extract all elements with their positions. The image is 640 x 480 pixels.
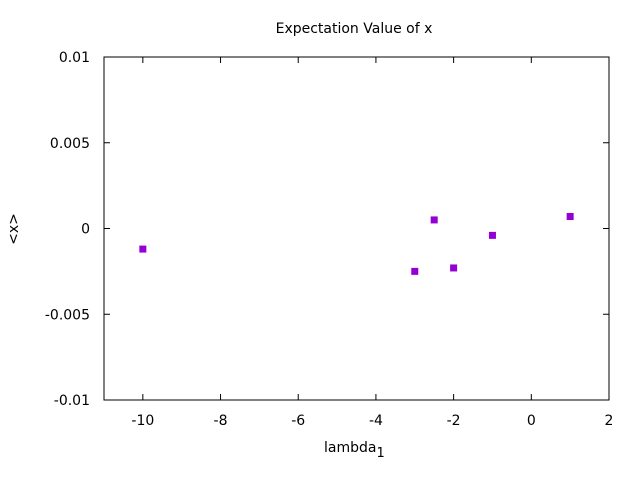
x-tick-label: -4 [369, 413, 383, 429]
x-axis: -10 -8 -6 -4 -2 0 2 [131, 57, 613, 429]
y-axis: -0.01 -0.005 0 0.005 0.01 [45, 50, 609, 409]
y-tick-label: -0.01 [54, 393, 90, 409]
data-points [139, 212, 574, 275]
x-tick-label: -6 [291, 413, 305, 429]
x-tick-label: -10 [131, 413, 154, 429]
x-axis-label: lambda1 [324, 440, 385, 461]
data-point [488, 231, 496, 239]
data-point [139, 245, 147, 253]
x-tick-label: 2 [605, 413, 614, 429]
data-point [566, 212, 574, 220]
x-axis-label-main: lambda [324, 440, 376, 456]
chart-title: Expectation Value of x [276, 21, 433, 37]
y-axis-label: <x> [6, 213, 22, 245]
y-tick-label: -0.005 [45, 307, 90, 323]
data-point [450, 264, 458, 272]
x-axis-label-subscript: 1 [376, 446, 384, 461]
x-tick-label: -8 [214, 413, 228, 429]
x-tick-label: -2 [447, 413, 461, 429]
y-tick-label: 0.005 [50, 136, 90, 152]
plot-frame [103, 56, 610, 401]
data-point [430, 216, 438, 224]
y-tick-label: 0.01 [59, 50, 90, 66]
x-tick-label: 0 [527, 413, 536, 429]
data-point [411, 267, 419, 275]
y-tick-label: 0 [81, 222, 90, 238]
